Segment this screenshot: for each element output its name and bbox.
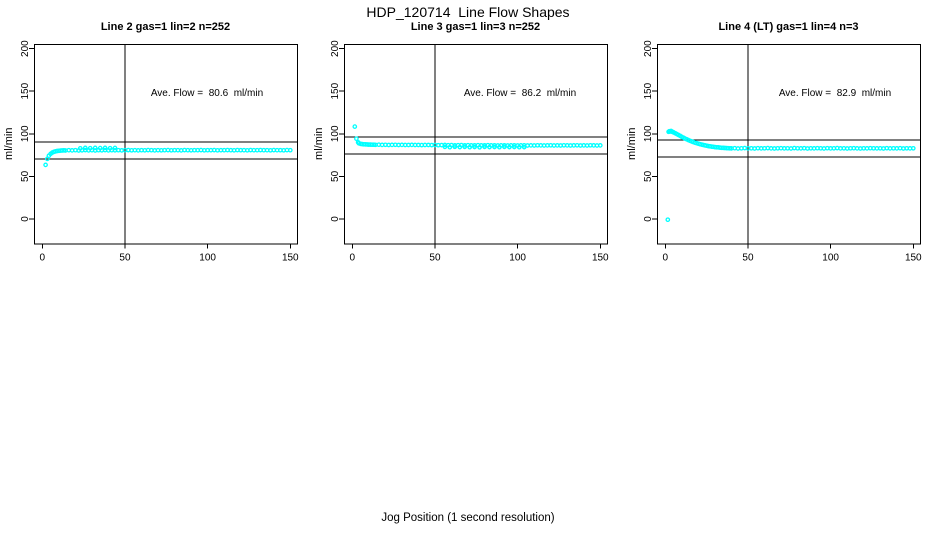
y-tick-label: 50 [330, 170, 341, 182]
panel1-ave-flow-label: Ave. Flow = 80.6 ml/min [150, 88, 264, 99]
y-tick-label: 150 [20, 82, 31, 99]
y-axis-label: ml/min [3, 128, 15, 160]
y-tick-label: 0 [20, 216, 31, 222]
y-tick-label: 50 [643, 170, 654, 182]
panel3-title: Line 4 (LT) gas=1 lin=4 n=3 [718, 21, 859, 33]
x-tick-label: 150 [282, 253, 299, 264]
y-tick-label: 50 [20, 170, 31, 182]
x-tick-label: 50 [429, 253, 441, 264]
y-tick-label: 100 [643, 125, 654, 142]
x-tick-label: 50 [119, 253, 131, 264]
y-tick-label: 200 [20, 40, 31, 57]
y-tick-label: 200 [330, 40, 341, 57]
panel-1: 0 50 100 150 0 50 100 150 200 ml/min [3, 40, 299, 264]
panel2-ave-flow-label: Ave. Flow = 86.2 ml/min [463, 88, 577, 99]
x-tick-label: 100 [822, 253, 839, 264]
x-tick-label: 150 [592, 253, 609, 264]
data-points [43, 145, 293, 168]
y-tick-label: 150 [643, 82, 654, 99]
plot-box [34, 44, 298, 245]
panel-3: 0 50 100 150 0 50 100 150 200 ml/min [626, 40, 922, 264]
y-axis-label: ml/min [313, 128, 325, 160]
y-tick-label: 100 [330, 125, 341, 142]
panel2-title: Line 3 gas=1 lin=3 n=252 [410, 21, 541, 33]
y-axis-label: ml/min [626, 128, 638, 160]
data-points [665, 128, 916, 223]
panel1-title: Line 2 gas=1 lin=2 n=252 [100, 21, 231, 33]
x-axis-title: Jog Position (1 second resolution) [381, 512, 555, 524]
figure-title: HDP_120714 Line Flow Shapes [366, 4, 570, 20]
y-tick-label: 100 [20, 125, 31, 142]
plot-box [657, 44, 921, 245]
data-points [352, 124, 603, 150]
y-tick-label: 200 [643, 40, 654, 57]
x-tick-label: 100 [509, 253, 526, 264]
y-tick-label: 150 [330, 82, 341, 99]
x-tick-label: 150 [905, 253, 922, 264]
plot-box [344, 44, 608, 245]
x-tick-label: 50 [742, 253, 754, 264]
x-tick-label: 0 [40, 253, 46, 264]
panel-2: 0 50 100 150 0 50 100 150 200 ml/min [313, 40, 609, 264]
y-tick-label: 0 [643, 216, 654, 222]
x-tick-label: 0 [663, 253, 669, 264]
x-tick-label: 0 [350, 253, 356, 264]
panel3-ave-flow-label: Ave. Flow = 82.9 ml/min [778, 88, 892, 99]
plots-canvas: 0 50 100 150 0 50 100 150 200 ml/min 0 50 100 150 0 50 1… [3, 40, 922, 264]
x-tick-label: 100 [199, 253, 216, 264]
y-tick-label: 0 [330, 216, 341, 222]
